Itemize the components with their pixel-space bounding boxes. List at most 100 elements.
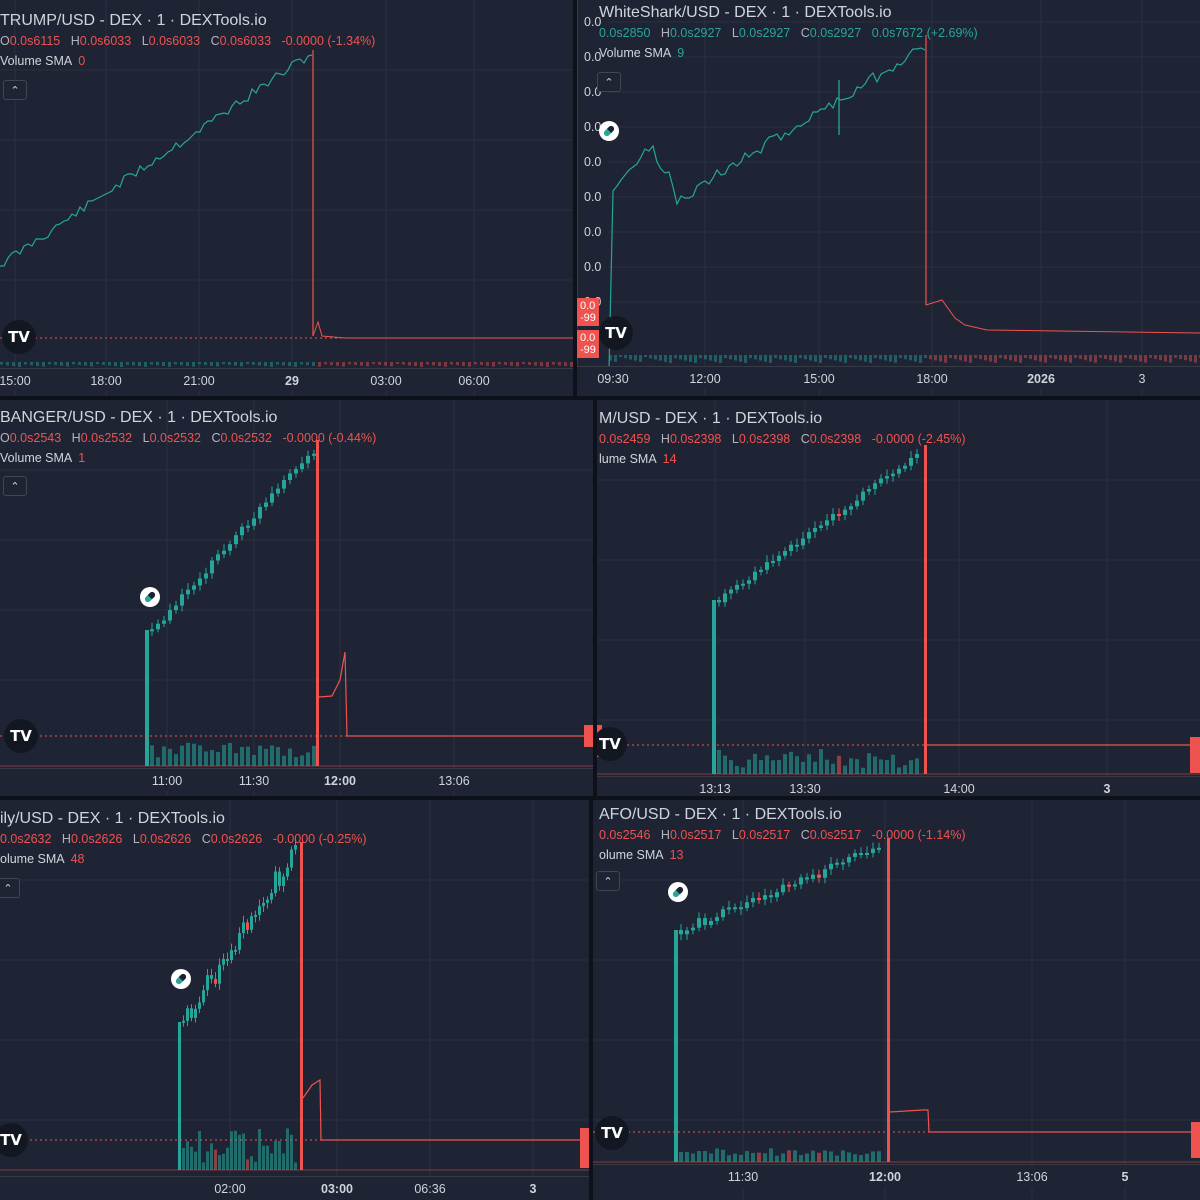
volume-bar (528, 362, 531, 365)
time-tick-label: 3 (1103, 782, 1111, 796)
time-axis[interactable]: 15:00 18:00 21:00 29 03:00 06:00 (0, 368, 573, 391)
chevron-up-icon[interactable]: ⌃ (596, 871, 620, 891)
candle (823, 869, 827, 878)
volume-bar (378, 362, 381, 365)
volume-bar (704, 355, 707, 360)
volume-bar (959, 355, 962, 361)
volume-bar (864, 355, 867, 362)
chevron-up-icon[interactable]: ⌃ (597, 72, 621, 92)
candle (879, 478, 883, 484)
volume-bar (829, 1151, 833, 1162)
chart-panel-m[interactable]: M/USD - DEX · 1 · DEXTools.io 0.0s2459 H… (597, 400, 1200, 796)
volume-bar (624, 355, 627, 359)
symbol-title[interactable]: WhiteShark/USD - DEX · 1 · DEXTools.io (599, 4, 892, 21)
volume-bar (855, 759, 859, 774)
volume-bar (984, 355, 987, 361)
volume-bar (793, 1150, 797, 1162)
time-tick-label: 13:06 (438, 774, 470, 788)
volume-label: Volume SMA (0, 54, 73, 68)
tradingview-logo[interactable]: TV (4, 719, 38, 753)
volume-bar (1139, 355, 1142, 362)
volume-bar (735, 765, 739, 774)
price-plot[interactable] (577, 0, 1200, 396)
symbol-title[interactable]: M/USD - DEX · 1 · DEXTools.io (599, 410, 823, 427)
ohlc-values: O0.0s6115 H0.0s6033 L0.0s6033 C0.0s6033 … (0, 34, 376, 48)
volume-bar (1029, 355, 1032, 360)
volume-bar (450, 362, 453, 365)
time-tick-label: 18:00 (916, 372, 948, 386)
volume-label: olume SMA (0, 852, 65, 866)
volume-bar (456, 362, 459, 366)
candle (180, 594, 184, 606)
chevron-up-icon[interactable]: ⌃ (3, 80, 27, 100)
volume-legend: lume SMA 14 (599, 452, 973, 466)
volume-bar (1174, 355, 1177, 358)
volume-bar (282, 755, 286, 766)
price-plot[interactable] (593, 800, 1200, 1200)
volume-bar (1109, 355, 1112, 361)
price-plot[interactable] (0, 0, 573, 396)
price-plot[interactable] (0, 400, 593, 796)
volume-bar (741, 767, 745, 774)
time-axis[interactable]: 13:13 13:30 14:00 3 (597, 776, 1200, 796)
tradingview-logo[interactable]: TV (0, 1123, 28, 1157)
volume-bar (1084, 355, 1087, 361)
volume-bar (829, 355, 832, 360)
candle (727, 907, 731, 910)
pill-icon[interactable] (599, 121, 619, 141)
volume-bar (226, 1147, 229, 1170)
time-tick-label: 2026 (1027, 372, 1055, 386)
tradingview-logo[interactable]: TV (595, 1116, 629, 1150)
time-axis[interactable]: 11:30 12:00 13:06 5 (593, 1164, 1200, 1187)
pill-icon[interactable] (140, 587, 160, 607)
volume-bar (156, 757, 160, 766)
volume-bar (150, 362, 153, 365)
time-axis[interactable]: 02:00 03:00 06:36 3 (0, 1176, 589, 1199)
volume-bar (964, 355, 967, 362)
volume-value: 1 (78, 451, 86, 465)
candle (811, 874, 815, 879)
candle (759, 569, 763, 572)
volume-bar (72, 362, 75, 365)
ohlc-values: 0.0s2632 H0.0s2626 L0.0s2626 C0.0s2626 -… (0, 832, 367, 846)
volume-bar (1159, 355, 1162, 361)
volume-bar (867, 753, 871, 774)
chart-panel-ily[interactable]: ily/USD - DEX · 1 · DEXTools.io 0.0s2632… (0, 800, 589, 1200)
symbol-title[interactable]: BANGER/USD - DEX · 1 · DEXTools.io (0, 409, 278, 426)
open-value: 0.0s6115 (9, 34, 61, 48)
tradingview-logo[interactable]: TV (599, 316, 633, 350)
candle (849, 506, 853, 510)
volume-bar (819, 749, 823, 774)
volume-label: olume SMA (599, 848, 664, 862)
symbol-title[interactable]: TRUMP/USD - DEX · 1 · DEXTools.io (0, 12, 267, 29)
symbol-title[interactable]: AFO/USD - DEX · 1 · DEXTools.io (599, 806, 842, 823)
pill-icon[interactable] (668, 882, 688, 902)
price-plot[interactable] (597, 400, 1200, 796)
volume-bar (717, 749, 721, 774)
symbol-title[interactable]: ily/USD - DEX · 1 · DEXTools.io (0, 810, 225, 827)
volume-bar (90, 362, 93, 367)
candle (294, 469, 298, 474)
chevron-up-icon[interactable]: ⌃ (0, 878, 20, 898)
volume-bar (759, 759, 763, 774)
volume-bar (817, 1152, 821, 1162)
chart-panel-banger[interactable]: BANGER/USD - DEX · 1 · DEXTools.io O0.0s… (0, 400, 593, 796)
volume-bar (813, 761, 817, 774)
chart-panel-whiteshark[interactable]: 0.00.00.00.00.00.00.00.00.0 WhiteShark/U… (577, 0, 1200, 396)
tradingview-logo[interactable]: TV (2, 320, 36, 354)
chart-panel-trump[interactable]: TRUMP/USD - DEX · 1 · DEXTools.io O0.0s6… (0, 0, 573, 396)
volume-bar (522, 362, 525, 365)
time-axis[interactable]: 11:00 11:30 12:00 13:06 (0, 768, 593, 791)
candle (246, 922, 249, 930)
price-plot[interactable] (0, 800, 589, 1200)
candle (254, 914, 257, 917)
candle (781, 884, 785, 893)
tradingview-logo[interactable]: TV (597, 727, 627, 761)
time-axis[interactable]: 09:30 12:00 15:00 18:00 2026 3 (577, 366, 1200, 389)
chart-panel-afo[interactable]: AFO/USD - DEX · 1 · DEXTools.io 0.0s2546… (593, 800, 1200, 1200)
pill-icon[interactable] (171, 969, 191, 989)
chevron-up-icon[interactable]: ⌃ (3, 476, 27, 496)
candle (867, 488, 871, 492)
candle (903, 465, 907, 469)
candle (891, 473, 895, 477)
